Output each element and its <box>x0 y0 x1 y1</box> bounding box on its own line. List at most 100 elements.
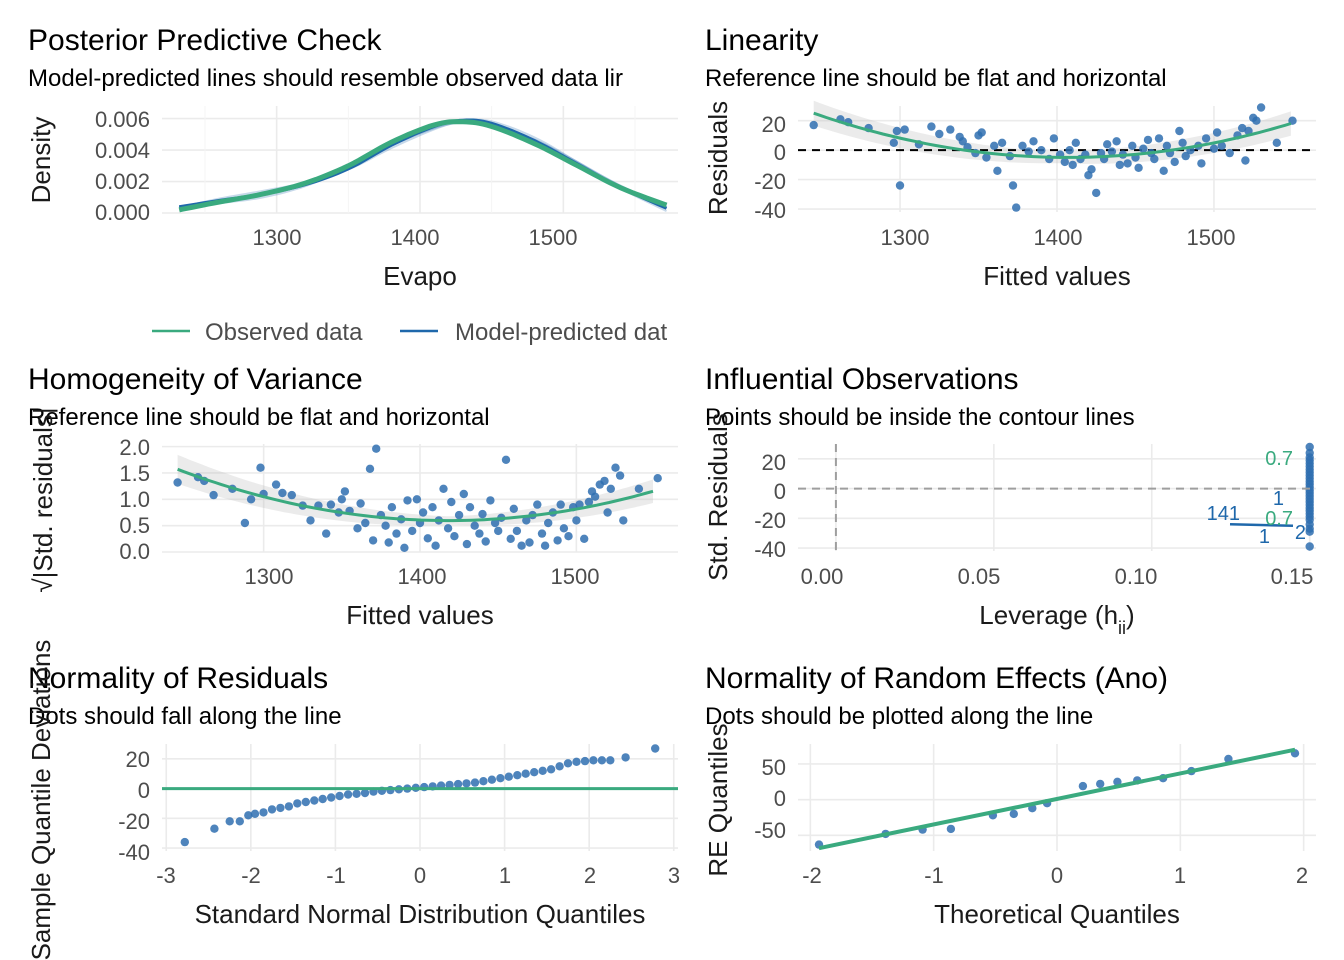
qq-resid-point-2 <box>225 817 234 826</box>
linearity-point-62 <box>1178 138 1187 147</box>
homogeneity-point-11 <box>287 490 296 500</box>
qq-resid-point-10 <box>293 799 302 808</box>
homogeneity-point-73 <box>556 500 565 509</box>
influential-title: Influential Observations <box>705 363 1019 396</box>
linearity-point-17 <box>977 128 986 137</box>
qq-re-xtick-3: 1 <box>1174 863 1186 888</box>
ppc-ytick-0: 0.000 <box>95 200 150 225</box>
homogeneity-point-61 <box>509 504 518 513</box>
ppc-ytick-3: 0.006 <box>95 107 150 132</box>
linearity-point-73 <box>1238 123 1247 133</box>
qq-resid-point-6 <box>259 808 268 817</box>
qq-re-xlabel: Theoretical Quantiles <box>934 899 1180 929</box>
ppc-subtitle: Model-predicted lines should resemble ob… <box>28 65 623 92</box>
homogeneity-point-0 <box>173 478 182 487</box>
linearity-point-11 <box>946 125 955 134</box>
linearity-point-18 <box>982 153 991 162</box>
influential-annotation-3: 1 <box>1273 488 1284 510</box>
qq-resid-ytick-3: 20 <box>126 747 150 772</box>
linearity-point-53 <box>1143 135 1153 145</box>
ppc-xlabel: Evapo <box>383 261 457 291</box>
linearity-xtick-0: 1300 <box>881 225 930 250</box>
linearity-xlabel: Fitted values <box>983 261 1130 291</box>
qq-resid-point-48 <box>621 753 630 762</box>
ppc-xtick-0: 1300 <box>253 225 302 250</box>
influential-point-0 <box>1305 442 1314 452</box>
homogeneity-title: Homogeneity of Variance <box>28 363 363 396</box>
influential-xtick-1: 0.05 <box>958 564 1001 589</box>
homogeneity-point-68 <box>537 529 547 538</box>
homogeneity-ytick-1: 0.5 <box>119 513 150 538</box>
homogeneity-point-64 <box>522 516 531 525</box>
ppc-xtick-1: 1400 <box>391 225 440 250</box>
homogeneity-point-45 <box>447 497 456 507</box>
homogeneity-point-6 <box>246 495 256 504</box>
linearity-point-78 <box>1256 103 1266 112</box>
ppc-ylabel: Density <box>26 117 56 204</box>
ppc-marks <box>178 118 668 213</box>
homogeneity-point-90 <box>634 484 644 493</box>
homogeneity-point-74 <box>559 524 569 533</box>
influential-point-26 <box>1305 527 1314 536</box>
homogeneity-point-10 <box>278 488 287 498</box>
homogeneity-point-57 <box>494 526 503 536</box>
qq-re-point-10 <box>1113 777 1122 786</box>
qq-resid-point-9 <box>284 802 294 811</box>
linearity-point-5 <box>892 126 902 136</box>
qq-resid-point-42 <box>563 759 573 768</box>
homogeneity-point-80 <box>584 497 594 507</box>
linearity-point-79 <box>1272 138 1282 147</box>
panel-homogeneity: Homogeneity of Variance Reference line s… <box>28 363 678 630</box>
homogeneity-point-88 <box>615 471 625 480</box>
homogeneity-xtick-1: 1400 <box>398 564 447 589</box>
linearity-point-74 <box>1241 156 1250 165</box>
qq-resid-point-4 <box>244 811 253 820</box>
homogeneity-point-89 <box>619 516 628 525</box>
homogeneity-point-24 <box>365 464 375 473</box>
qq-resid-point-8 <box>276 803 285 813</box>
qq-resid-xtick-5: 2 <box>584 863 596 888</box>
qq-re-point-5 <box>1009 809 1018 819</box>
homogeneity-point-38 <box>418 508 428 517</box>
linearity-point-48 <box>1123 159 1132 168</box>
homogeneity-point-46 <box>450 532 459 541</box>
homogeneity-xtick-0: 1300 <box>245 564 294 589</box>
influential-annotation-2: 0.7 <box>1265 508 1293 530</box>
linearity-point-0 <box>809 120 818 130</box>
homogeneity-point-21 <box>353 524 362 533</box>
linearity-point-49 <box>1128 141 1137 150</box>
linearity-point-44 <box>1107 147 1117 156</box>
linearity-point-21 <box>997 138 1007 147</box>
linearity-point-24 <box>1012 203 1021 212</box>
homogeneity-point-39 <box>423 534 432 543</box>
homogeneity-point-91 <box>653 474 662 483</box>
qq-re-title: Normality of Random Effects (Ano) <box>705 662 1168 695</box>
ppc-predicted-draw-6 <box>178 118 667 212</box>
qq-re-xtick-1: -1 <box>924 863 944 888</box>
qq-re-xtick-4: 2 <box>1296 863 1308 888</box>
homogeneity-point-53 <box>478 509 487 519</box>
linearity-point-7 <box>900 125 909 134</box>
qq-resid-point-33 <box>487 775 497 784</box>
qq-resid-xtick-0: -3 <box>156 863 176 888</box>
homogeneity-marks <box>173 444 662 552</box>
linearity-point-6 <box>895 181 905 190</box>
qq-resid-marks <box>162 744 678 847</box>
linearity-ci-band <box>813 100 1291 164</box>
homogeneity-point-87 <box>611 463 620 472</box>
qq-re-subtitle: Dots should be plotted along the line <box>705 703 1093 730</box>
qq-resid-subtitle: Dots should fall along the line <box>28 703 342 730</box>
influential-xtick-0: 0.00 <box>801 564 844 589</box>
qq-resid-point-16 <box>343 790 353 799</box>
linearity-point-55 <box>1150 154 1159 164</box>
homogeneity-point-35 <box>408 526 417 536</box>
homogeneity-point-52 <box>475 529 484 538</box>
linearity-point-27 <box>1029 137 1038 146</box>
qq-resid-point-40 <box>546 765 556 774</box>
linearity-point-19 <box>990 141 999 150</box>
influential-ylabel: Std. Residuals <box>703 413 733 581</box>
panel-ppc: Posterior Predictive Check Model-predict… <box>26 24 678 346</box>
qq-resid-point-41 <box>555 762 564 771</box>
homogeneity-point-72 <box>553 536 562 545</box>
influential-xlabel: Leverage (hii) <box>979 600 1134 638</box>
